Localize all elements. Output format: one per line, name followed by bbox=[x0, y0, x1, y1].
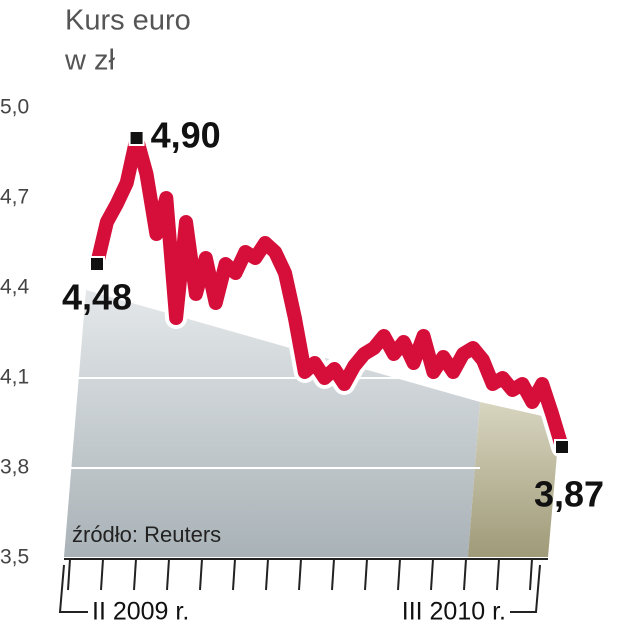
x-axis-tick bbox=[331, 558, 335, 591]
x-axis-tick bbox=[364, 558, 368, 591]
x-axis-tick bbox=[496, 558, 500, 591]
x-tick-label: III 2010 r. bbox=[402, 598, 506, 626]
bracket-left bbox=[58, 564, 88, 613]
x-axis-tick bbox=[463, 558, 467, 591]
x-axis-tick bbox=[100, 558, 104, 591]
value-label: 4,90 bbox=[151, 115, 221, 156]
x-axis-tick bbox=[232, 558, 236, 591]
x-axis-tick bbox=[133, 558, 137, 591]
bracket-right bbox=[510, 564, 541, 613]
chart-title: Kurs euro bbox=[65, 5, 191, 37]
line bbox=[90, 131, 569, 454]
point-marker bbox=[128, 130, 145, 146]
x-axis-tick bbox=[397, 558, 401, 591]
plot-area-end bbox=[468, 402, 560, 557]
y-tick-label: 3,8 bbox=[0, 456, 29, 479]
x-axis-tick bbox=[430, 558, 434, 591]
chart-subtitle: w zł bbox=[64, 45, 116, 77]
y-tick-label: 4,1 bbox=[0, 366, 29, 389]
x-axis-tick bbox=[529, 558, 533, 591]
x-tick-label: II 2009 r. bbox=[92, 598, 189, 626]
y-tick-label: 3,5 bbox=[0, 546, 29, 569]
x-axis-tick bbox=[199, 558, 203, 591]
point-marker bbox=[89, 256, 105, 272]
x-axis bbox=[58, 558, 548, 613]
y-tick-label: 4,4 bbox=[0, 276, 30, 299]
value-label: 4,48 bbox=[62, 277, 132, 318]
value-label: 3,87 bbox=[534, 474, 604, 515]
source: źródło: Reuters bbox=[72, 522, 221, 547]
point-marker bbox=[554, 439, 570, 455]
y-tick-label: 4,7 bbox=[0, 186, 29, 209]
plot-area bbox=[64, 290, 480, 557]
x-axis-tick bbox=[67, 558, 71, 591]
y-tick-label: 5,0 bbox=[0, 96, 29, 119]
x-axis-tick bbox=[298, 558, 302, 591]
x-axis-tick bbox=[265, 558, 269, 591]
x-axis-tick bbox=[166, 558, 170, 591]
